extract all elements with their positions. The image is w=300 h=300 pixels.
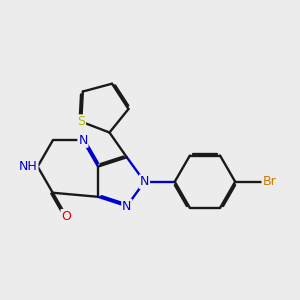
Text: N: N bbox=[140, 175, 149, 188]
Text: O: O bbox=[61, 210, 71, 223]
Text: N: N bbox=[122, 200, 131, 213]
Text: NH: NH bbox=[19, 160, 38, 173]
Text: N: N bbox=[78, 134, 88, 147]
Text: S: S bbox=[77, 115, 85, 128]
Text: Br: Br bbox=[262, 175, 276, 188]
